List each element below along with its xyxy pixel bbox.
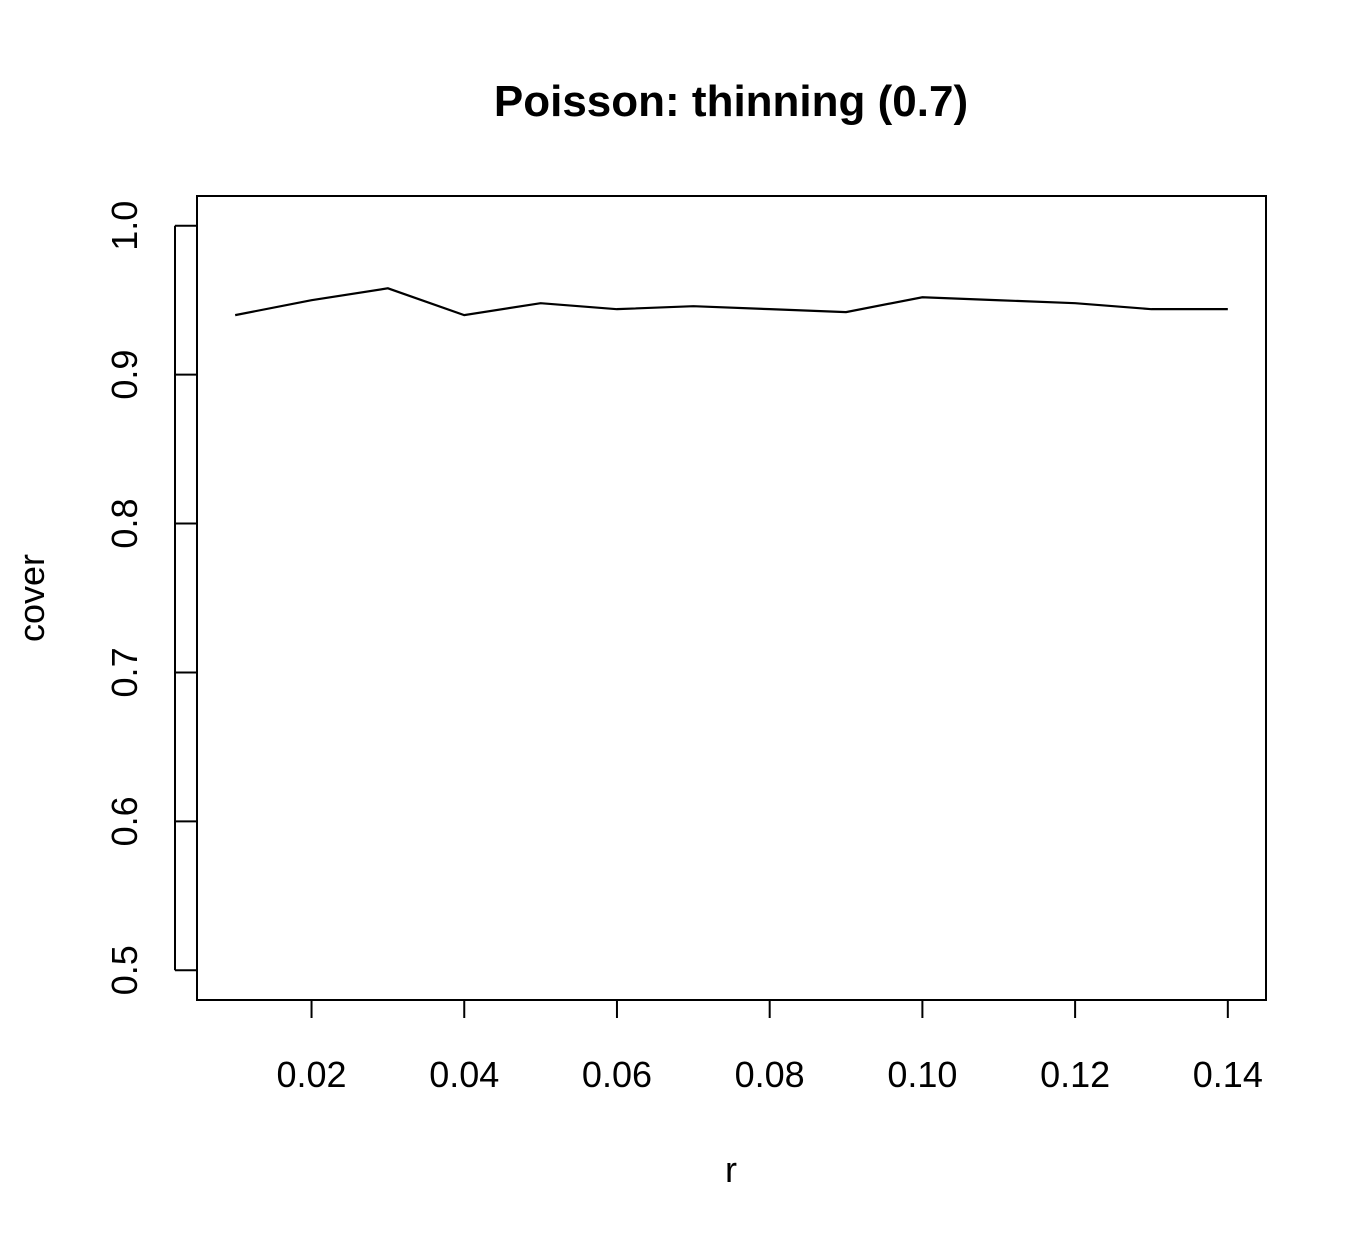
y-tick-label: 0.5 [104, 945, 145, 995]
plot-frame [196, 195, 1267, 1001]
x-tick-label: 0.06 [582, 1054, 652, 1095]
x-axis: 0.02 0.04 0.06 0.08 0.10 0.12 0.14 [276, 999, 1263, 1095]
x-tick-label: 0.12 [1040, 1054, 1110, 1095]
y-axis: 0.5 0.6 0.7 0.8 0.9 1.0 [104, 201, 197, 995]
y-axis-label: cover [11, 554, 52, 642]
x-tick-label: 0.10 [887, 1054, 957, 1095]
series-layer [234, 287, 1228, 317]
x-tick-label: 0.08 [735, 1054, 805, 1095]
y-tick-label: 0.6 [104, 796, 145, 846]
series-line [234, 287, 1228, 317]
y-tick-label: 0.9 [104, 350, 145, 400]
chart-title: Poisson: thinning (0.7) [494, 77, 968, 126]
x-tick-label: 0.04 [429, 1054, 499, 1095]
y-tick-label: 1.0 [104, 201, 145, 251]
y-tick-label: 0.8 [104, 499, 145, 549]
x-tick-label: 0.14 [1193, 1054, 1263, 1095]
x-axis-label: r [725, 1149, 737, 1190]
x-tick-label: 0.02 [276, 1054, 346, 1095]
y-tick-label: 0.7 [104, 647, 145, 697]
